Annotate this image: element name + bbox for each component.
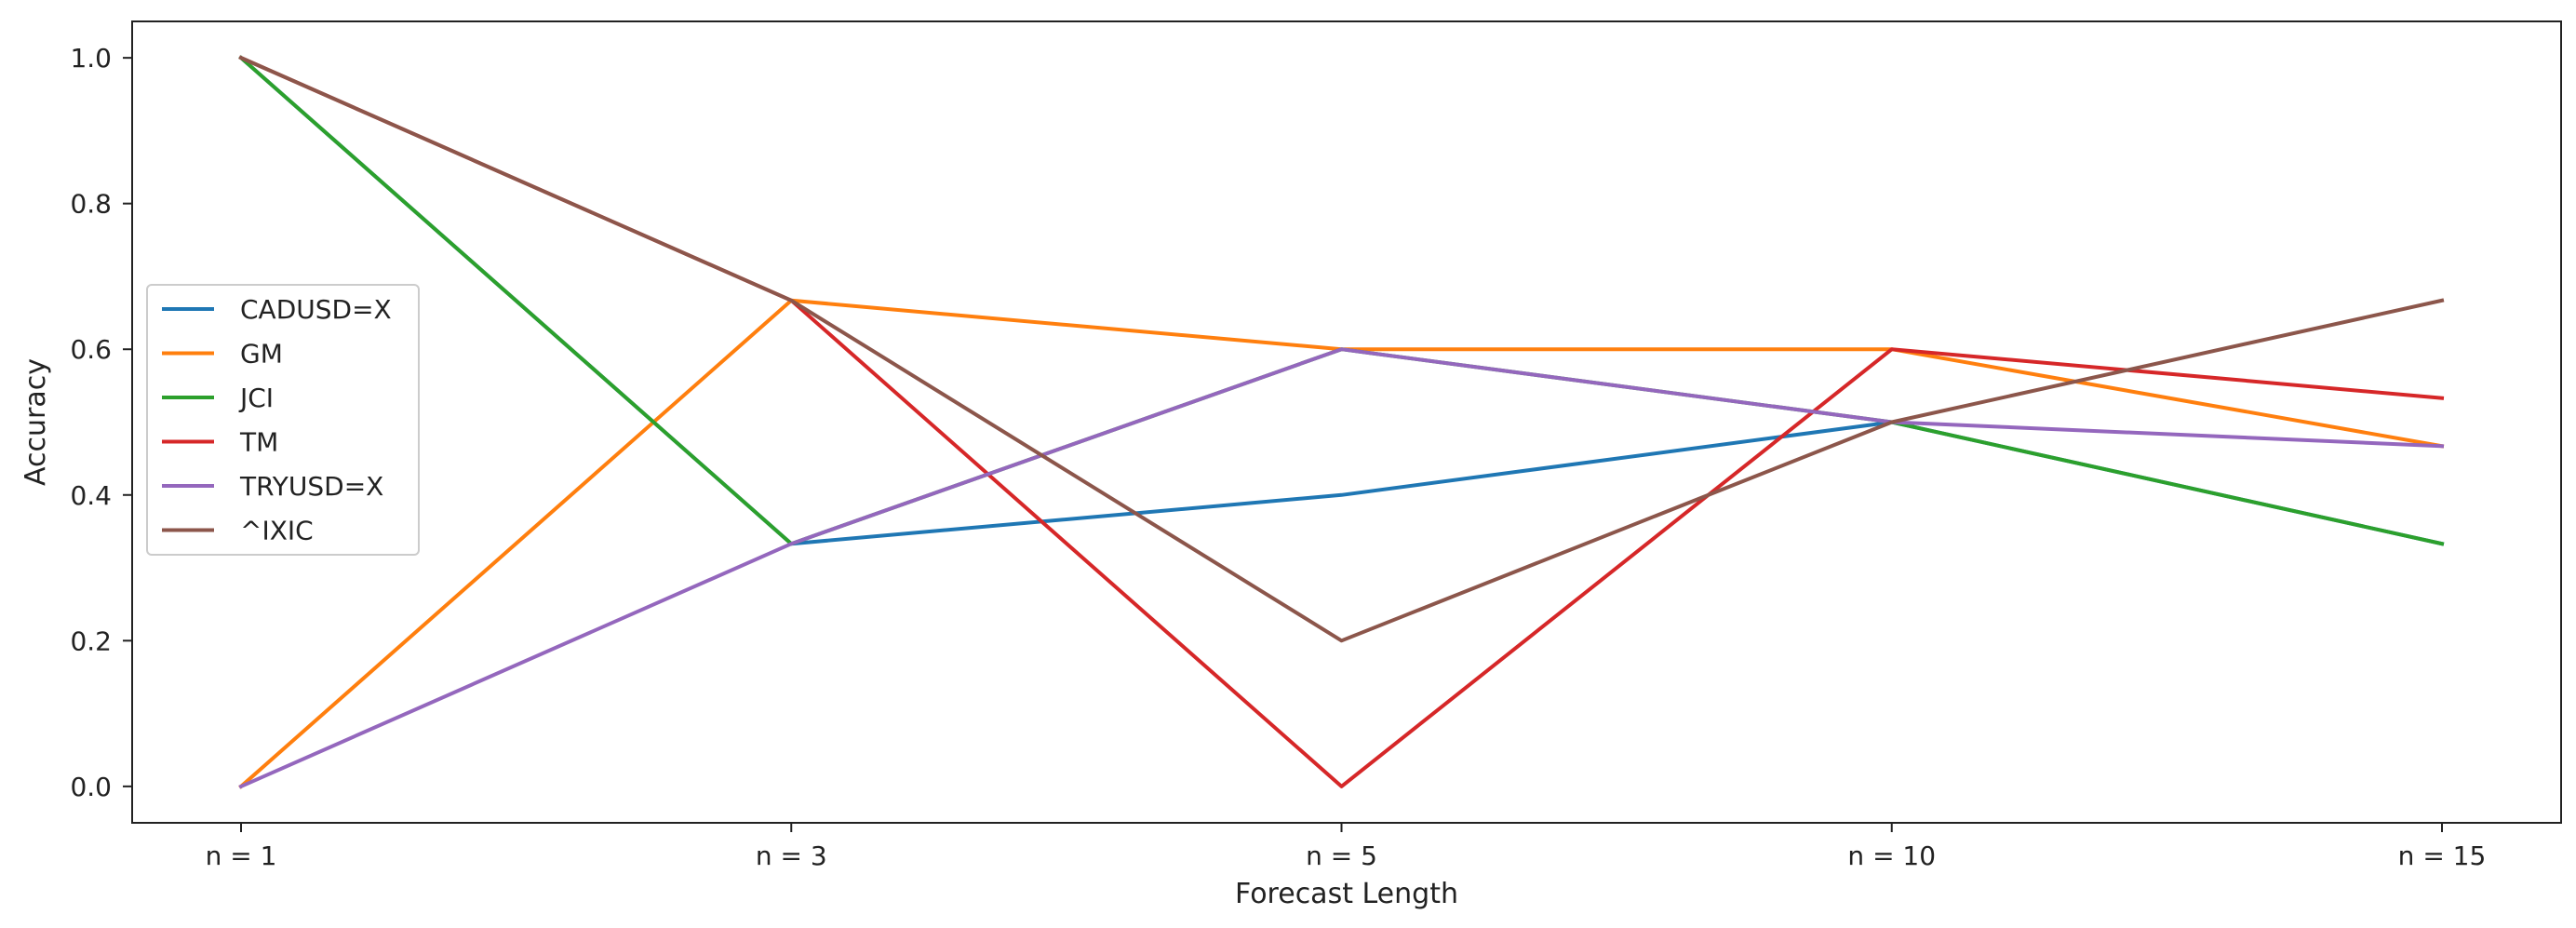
y-axis-label: Accuracy <box>20 358 52 486</box>
y-axis: 0.0 0.2 0.4 0.6 0.8 1.0 <box>70 43 132 802</box>
y-tick-label: 0.0 <box>70 772 112 802</box>
series-line-4 <box>238 347 2445 789</box>
series-layer <box>238 55 2445 789</box>
legend-label: TM <box>239 427 278 458</box>
x-tick-label: n = 15 <box>2398 841 2487 871</box>
legend-label: GM <box>240 339 283 370</box>
x-tick-label: n = 3 <box>756 841 827 871</box>
y-tick-label: 0.8 <box>70 189 112 220</box>
x-tick-label: n = 5 <box>1306 841 1377 871</box>
y-tick-label: 0.4 <box>70 480 112 511</box>
legend-box <box>146 284 420 556</box>
y-tick-label: 1.0 <box>70 43 112 74</box>
plot-frame <box>131 20 2562 824</box>
legend: CADUSD=X GM JCI TM TRYUSD=X ^IXIC <box>146 284 420 556</box>
x-axis-label: Forecast Length <box>1235 878 1458 910</box>
y-tick-label: 0.2 <box>70 625 112 656</box>
x-tick-label: n = 10 <box>1847 841 1936 871</box>
series-line-5 <box>238 55 2445 643</box>
legend-label: CADUSD=X <box>240 294 392 325</box>
legend-label: TRYUSD=X <box>239 471 383 502</box>
x-axis: n = 1 n = 3 n = 5 n = 10 n = 15 <box>206 823 2487 871</box>
x-tick-label: n = 1 <box>206 841 277 871</box>
legend-label: ^IXIC <box>240 516 314 546</box>
legend-label: JCI <box>238 383 274 413</box>
y-tick-label: 0.6 <box>70 334 112 365</box>
